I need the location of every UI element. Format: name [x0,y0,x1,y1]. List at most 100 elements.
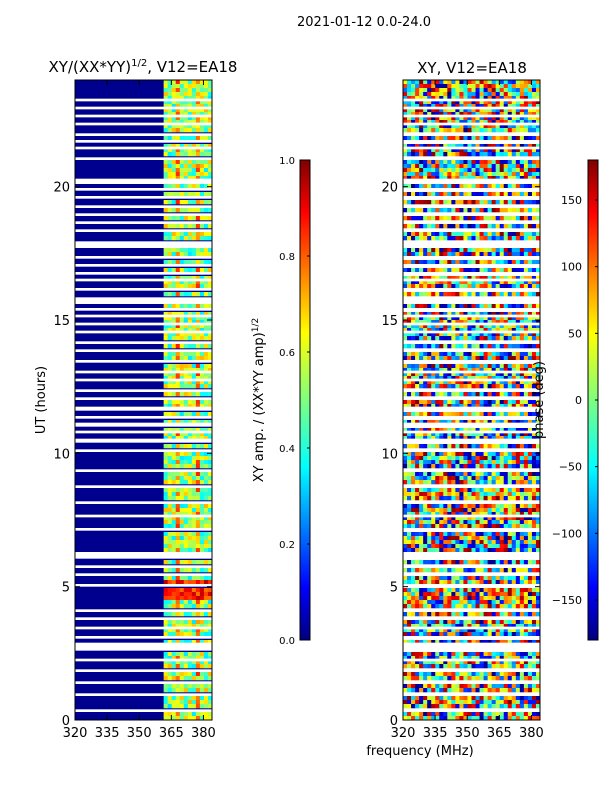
phase-cell [427,168,432,173]
phase-cell [407,376,412,381]
phase-cell [507,192,513,197]
phase-cell [455,376,460,381]
amplitude-cell [175,208,181,213]
phase-cell [511,268,517,273]
phase-cell [419,544,424,549]
phase-cell [475,628,480,633]
phase-cell [459,496,464,501]
phase-cell [451,192,456,197]
amplitude-cell [163,216,168,221]
amplitude-cell [163,368,168,373]
phase-cell [523,384,529,389]
amplitude-cell [195,652,201,657]
phase-cell [495,520,501,525]
phase-cell [491,588,496,593]
amplitude-cell [171,492,177,497]
amplitude-cell [203,452,209,457]
phase-cell [455,496,460,501]
phase-cell [423,664,428,669]
amplitude-cell [171,524,177,529]
amplitude-cell [199,532,205,537]
phase-cell [491,276,496,281]
phase-cell [515,104,521,109]
amplitude-cell [175,372,181,377]
phase-cell [439,100,444,105]
amplitude-cell [183,452,189,457]
phase-cell [451,120,456,125]
amplitude-cell [199,364,205,369]
phase-cell [475,576,480,581]
phase-cell [443,436,448,441]
phase-cell [503,120,509,125]
phase-cell [419,172,424,177]
amplitude-cell [175,436,181,441]
phase-cell [411,344,416,349]
phase-cell [495,368,501,373]
phase-cell [411,312,416,317]
phase-cell [467,428,472,433]
phase-cell [443,84,448,89]
amplitude-cell [199,80,205,85]
phase-cell [463,380,468,385]
phase-cell [491,444,496,449]
phase-cell [495,160,501,165]
amplitude-cell [183,544,189,549]
amplitude-cell [163,464,168,469]
phase-cell [519,660,525,665]
amplitude-cell [179,108,185,113]
phase-cell [451,332,456,337]
phase-cell [531,596,537,601]
amplitude-cell [175,152,181,157]
phase-cell [411,172,416,177]
phase-cell [419,456,424,461]
phase-cell [463,176,468,181]
phase-cell [427,600,432,605]
phase-cell [419,224,424,229]
amplitude-cell [199,108,205,113]
phase-cell [487,540,492,545]
amplitude-cell [203,260,209,265]
amplitude-cell [203,280,209,285]
phase-cell [451,312,456,317]
phase-cell [499,84,505,89]
phase-cell [527,284,533,289]
phase-cell [407,292,412,297]
amplitude-cell [187,672,193,677]
amplitude-cell [187,576,193,581]
phase-cell [435,364,440,369]
phase-cell [499,332,505,337]
amplitude-cell [179,628,185,633]
phase-cell [471,164,476,169]
phase-cell [439,372,444,377]
phase-cell [455,432,460,437]
amplitude-cell [203,200,209,205]
phase-cell [431,276,436,281]
phase-cell [423,404,428,409]
phase-cell [519,260,525,265]
phase-cell [403,216,408,221]
phase-cell [511,524,517,529]
phase-cell [411,544,416,549]
phase-cell [483,376,488,381]
phase-cell [403,476,408,481]
amplitude-cell [167,112,173,117]
phase-cell [499,568,505,573]
phase-cell [511,356,517,361]
phase-cell [463,364,468,369]
phase-cell [459,336,464,341]
phase-cell [447,612,452,617]
amplitude-cell [191,412,197,417]
amplitude-cell [203,312,209,317]
phase-cell [475,144,480,149]
amplitude-cell [191,476,197,481]
phase-cell [447,260,452,265]
phase-cell [527,568,533,573]
phase-cell [455,284,460,289]
phase-cell [403,168,408,173]
amplitude-cell [171,684,177,689]
phase-cell [427,92,432,97]
phase-cell [523,456,529,461]
phase-cell [423,400,428,405]
phase-cell [423,412,428,417]
phase-cell [535,652,541,657]
